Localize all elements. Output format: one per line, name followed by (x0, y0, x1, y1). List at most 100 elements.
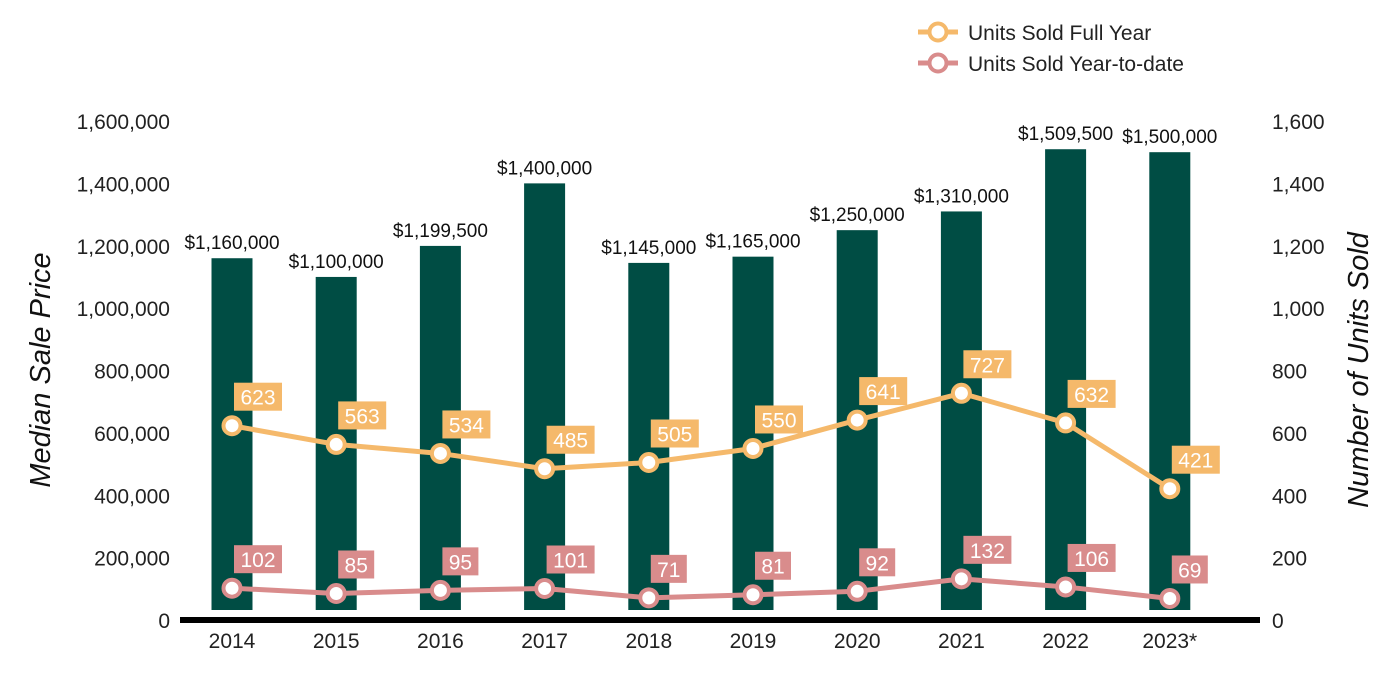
series-point (221, 577, 243, 599)
point-label-box (546, 425, 595, 454)
legend-marker (927, 52, 949, 74)
point-value-label: 623 (240, 387, 275, 410)
point-label-box (234, 545, 282, 574)
point-value-label: 81 (761, 556, 784, 579)
y2-axis-ticks: 0 200 400 600 800 1,000 1,200 1,400 1,600 (1272, 111, 1325, 633)
x-tick-label: 2020 (834, 630, 881, 653)
point-value-label: 641 (866, 381, 901, 404)
y2-tick-label: 400 (1272, 485, 1307, 508)
bar-value-label: $1,145,000 (601, 238, 696, 259)
x-tick-label: 2017 (521, 630, 568, 653)
point-value-label: 132 (970, 540, 1005, 563)
y2-axis-title: Number of Units Sold (1343, 231, 1375, 507)
series-point (1159, 478, 1181, 500)
x-tick-label: 2014 (209, 630, 256, 653)
x-tick-label: 2015 (313, 630, 360, 653)
legend-marker (927, 21, 949, 43)
point-value-label: 563 (345, 405, 380, 428)
bar-value-label: $1,509,500 (1018, 124, 1113, 145)
y2-tick-label: 1,600 (1272, 111, 1325, 134)
point-value-label: 69 (1178, 559, 1201, 582)
point-label-box (1067, 543, 1116, 572)
point-label-box (963, 535, 1012, 564)
legend-label: Units Sold Year-to-date (968, 53, 1184, 76)
y-tick-label: 1,200,000 (77, 236, 170, 259)
point-value-label: 102 (240, 549, 275, 572)
y-tick-label: 600,000 (94, 423, 170, 446)
point-label-box (1171, 445, 1220, 474)
point-label-box (755, 405, 803, 434)
series-point (1055, 576, 1077, 598)
series-point (1055, 412, 1077, 434)
bar (524, 183, 566, 610)
y-tick-label: 1,000,000 (77, 298, 170, 321)
point-label-box (1067, 379, 1116, 408)
y-axis-title: Median Sale Price (25, 252, 57, 487)
series-point (950, 568, 972, 590)
series-line (231, 576, 1171, 601)
point-label-box (650, 554, 687, 583)
point-label-box (859, 548, 896, 577)
series-point (950, 382, 972, 404)
point-label-box (859, 377, 908, 406)
series-point (846, 409, 868, 431)
point-label-box (234, 382, 282, 411)
y-axis-ticks: 0 200,000 400,000 600,000 800,000 1,000,000 1,… (77, 111, 170, 633)
point-value-label: 106 (1074, 548, 1109, 571)
series-point (846, 580, 868, 602)
x-tick-label: 2016 (417, 630, 464, 653)
bar-value-label: $1,165,000 (705, 232, 800, 253)
series-point (742, 437, 764, 459)
point-value-label: 92 (866, 552, 889, 575)
x-axis-ticks: 2014 2015 2016 2017 2018 2019 2020 2021 2022 2023… (209, 630, 1198, 653)
x-tick-label: 2021 (938, 630, 985, 653)
y-tick-label: 200,000 (94, 548, 170, 571)
bar-value-label: $1,250,000 (810, 205, 905, 226)
bar-value-label: $1,500,000 (1122, 127, 1217, 148)
series-point (534, 458, 556, 480)
point-label-box (338, 550, 375, 579)
point-label-box (1171, 555, 1208, 584)
y2-tick-label: 0 (1272, 610, 1284, 633)
point-value-label: 85 (345, 554, 368, 577)
x-tick-label: 2019 (730, 630, 777, 653)
point-value-label: 632 (1074, 384, 1109, 407)
bar-value-label: $1,160,000 (184, 233, 279, 254)
y2-tick-label: 800 (1272, 361, 1307, 384)
series-point (221, 415, 243, 437)
series-point (1159, 587, 1181, 609)
point-value-label: 421 (1178, 450, 1213, 473)
series-point (638, 587, 660, 609)
point-label-box (442, 547, 479, 576)
y2-tick-label: 200 (1272, 548, 1307, 571)
point-label-box (442, 410, 491, 439)
bar (1045, 149, 1087, 611)
y-tick-label: 400,000 (94, 485, 170, 508)
y2-tick-label: 1,400 (1272, 173, 1325, 196)
bar-value-label: $1,310,000 (914, 186, 1009, 207)
series-point (534, 578, 556, 600)
point-value-label: 505 (657, 424, 692, 447)
legend: Units Sold Full Year Units Sold Year-to-d… (918, 21, 1184, 76)
point-label-box (755, 551, 791, 580)
point-value-label: 485 (553, 430, 588, 453)
x-tick-label: 2018 (625, 630, 672, 653)
y2-tick-label: 1,200 (1272, 236, 1325, 259)
y-tick-label: 1,400,000 (77, 173, 170, 196)
series-point (742, 584, 764, 606)
bar-value-label: $1,100,000 (289, 252, 384, 273)
y2-tick-label: 600 (1272, 423, 1307, 446)
y-tick-label: 800,000 (94, 361, 170, 384)
bar-series: $1,160,000 $1,100,000 $1,199,500 $1,400,000… (184, 124, 1217, 611)
bar-value-label: $1,199,500 (393, 221, 488, 242)
legend-label: Units Sold Full Year (968, 22, 1151, 45)
point-value-label: 71 (657, 559, 680, 582)
point-value-label: 550 (761, 409, 796, 432)
point-label-box (650, 419, 699, 448)
series-point (638, 452, 660, 474)
point-value-label: 95 (449, 551, 472, 574)
point-label-box (963, 350, 1012, 379)
y2-tick-label: 1,000 (1272, 298, 1325, 321)
point-value-label: 101 (553, 550, 588, 573)
